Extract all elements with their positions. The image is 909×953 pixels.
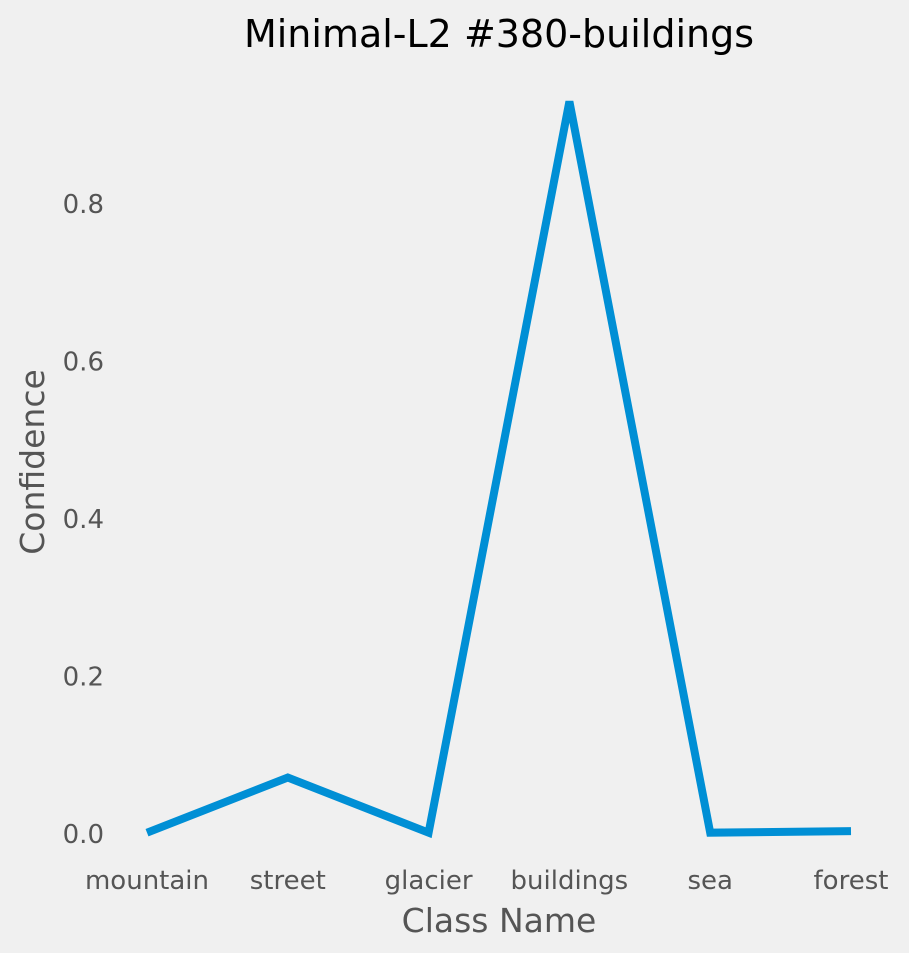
x-axis-label: Class Name [402, 901, 597, 940]
x-tick-label-street: street [250, 866, 326, 896]
x-tick-label-sea: sea [687, 866, 732, 896]
x-tick-label-buildings: buildings [511, 866, 629, 896]
series-layer [145, 100, 852, 839]
y-tick-label: 0.4 [63, 505, 104, 535]
chart-title: Minimal-L2 #380-buildings [244, 12, 754, 56]
x-tick-labels: mountain street glacier buildings sea forest [85, 866, 888, 896]
x-tick-label-mountain: mountain [85, 866, 209, 896]
y-tick-label: 0.6 [63, 348, 104, 378]
y-axis-label: Confidence [13, 369, 52, 555]
x-tick-label-forest: forest [814, 866, 889, 896]
y-tick-label: 0.2 [63, 663, 104, 693]
series-line-0 [145, 100, 852, 839]
x-tick-label-glacier: glacier [385, 866, 473, 896]
y-tick-labels: 0.0 0.2 0.4 0.6 0.8 [63, 190, 104, 850]
y-tick-label: 0.0 [63, 820, 104, 850]
y-tick-label: 0.8 [63, 190, 104, 220]
